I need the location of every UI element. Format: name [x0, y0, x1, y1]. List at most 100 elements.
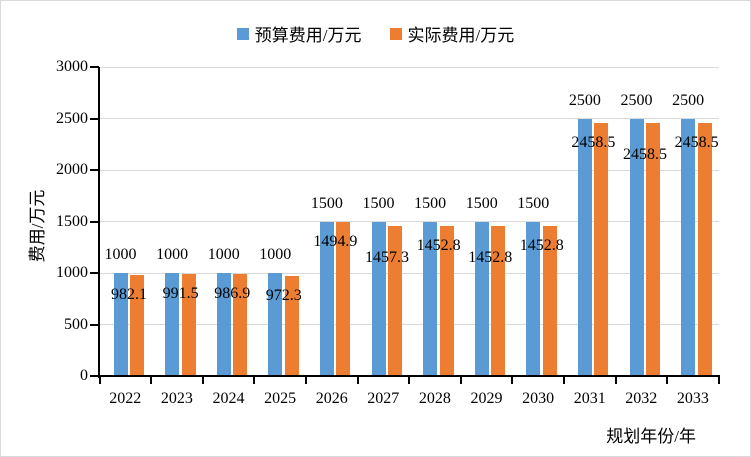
x-axis-tick	[408, 377, 411, 384]
data-label-budget: 1000	[207, 246, 240, 263]
data-label-budget: 1500	[465, 194, 498, 212]
bar-budget-2026	[319, 221, 334, 376]
data-label-actual: 1457.3	[365, 248, 409, 266]
legend-label-actual: 实际费用/万元	[407, 26, 515, 45]
bar-actual-2024	[233, 274, 248, 376]
y-axis-tick	[90, 375, 99, 377]
x-axis-tick	[459, 377, 462, 384]
bar-actual-2032	[646, 122, 660, 376]
bar-budget-2032	[629, 118, 644, 376]
x-tick-label: 2028	[418, 390, 451, 407]
data-label-budget: 1500	[414, 194, 447, 212]
y-tick-label: 0	[80, 367, 88, 384]
bar-budget-2025	[268, 273, 283, 376]
bar-actual-2026	[336, 222, 351, 376]
y-axis-tick	[90, 169, 99, 171]
gridline	[99, 169, 719, 171]
bar-actual-2031	[594, 122, 609, 376]
bar-actual-2029	[491, 226, 506, 376]
x-axis-tick	[562, 377, 565, 384]
gridline	[99, 66, 719, 68]
data-label-actual: 1494.9	[313, 233, 358, 251]
x-tick-label: 2032	[625, 390, 658, 407]
bar-budget-2023	[165, 273, 180, 376]
y-axis-tick	[90, 220, 99, 223]
bar-budget-2027	[371, 221, 386, 376]
bar-budget-2031	[577, 118, 592, 376]
data-label-budget: 2500	[620, 91, 653, 109]
x-axis-tick	[150, 377, 153, 384]
y-tick-label: 500	[64, 315, 88, 333]
legend-item-actual: 实际费用/万元	[389, 21, 515, 46]
x-axis-tick	[614, 377, 617, 384]
x-axis-tick	[666, 377, 669, 384]
bar-actual-2028	[439, 226, 454, 376]
data-label-budget: 1500	[310, 194, 343, 212]
bar-budget-2022	[113, 273, 128, 376]
x-tick-label: 2026	[315, 390, 348, 407]
data-label-actual: 982.1	[111, 285, 147, 303]
data-label-budget: 1500	[362, 194, 395, 212]
data-label-actual: 1452.8	[468, 249, 513, 267]
bar-actual-2033	[697, 122, 712, 376]
data-label-actual: 986.9	[214, 285, 251, 303]
x-axis-tick	[201, 377, 204, 384]
x-tick-label: 2030	[522, 390, 555, 407]
bar-budget-2029	[474, 221, 489, 376]
x-axis-tick	[304, 377, 307, 384]
gridline	[99, 118, 719, 119]
x-tick-label: 2033	[676, 390, 709, 407]
data-label-actual: 1452.8	[519, 237, 564, 255]
gridline	[99, 272, 719, 274]
data-label-budget: 1000	[104, 246, 137, 263]
data-label-actual: 2458.5	[623, 145, 667, 163]
bar-actual-2022	[130, 274, 144, 376]
bar-actual-2025	[284, 275, 299, 376]
data-label-budget: 2500	[568, 91, 601, 109]
x-tick-label: 2022	[109, 390, 142, 407]
bar-actual-2030	[542, 226, 557, 376]
data-label-actual: 972.3	[265, 286, 302, 304]
bar-actual-2027	[388, 225, 402, 376]
x-axis-title: 规划年份/年	[606, 427, 696, 446]
x-axis-tick	[98, 377, 101, 384]
bar-budget-2024	[216, 273, 231, 376]
x-tick-label: 2023	[160, 390, 193, 407]
y-tick-label: 2500	[56, 109, 88, 127]
y-axis-tick	[90, 323, 99, 326]
gridline	[99, 221, 719, 222]
x-axis-tick	[511, 377, 514, 384]
bar-budget-2028	[423, 221, 438, 376]
x-tick-label: 2029	[470, 390, 503, 407]
y-axis-tick	[90, 66, 99, 68]
y-axis-tick	[90, 117, 99, 120]
y-tick-label: 1000	[56, 264, 88, 281]
data-label-budget: 1000	[259, 246, 292, 263]
data-label-actual: 2458.5	[674, 133, 719, 151]
x-tick-label: 2024	[212, 390, 245, 407]
data-label-actual: 1452.8	[416, 237, 461, 255]
y-tick-label: 1500	[56, 212, 88, 230]
x-axis-tick	[253, 377, 256, 384]
x-axis-tick	[717, 377, 720, 384]
y-tick-label: 3000	[56, 58, 88, 75]
data-label-actual: 991.5	[162, 284, 199, 302]
data-label-actual: 2458.5	[571, 133, 616, 151]
x-tick-label: 2025	[264, 390, 297, 407]
data-label-budget: 2500	[672, 91, 705, 109]
bar-actual-2023	[181, 273, 196, 376]
x-axis-tick	[356, 377, 359, 384]
bar-budget-2030	[526, 221, 541, 376]
bar-budget-2033	[681, 118, 696, 376]
y-axis-tick	[90, 272, 99, 274]
x-tick-label: 2031	[573, 390, 606, 407]
y-axis-line	[97, 67, 100, 378]
legend-swatch-actual-icon	[389, 27, 402, 40]
x-axis-line	[97, 375, 720, 377]
chart-legend: 预算费用/万元 实际费用/万元	[1, 21, 750, 46]
data-label-budget: 1000	[156, 246, 189, 263]
legend-swatch-budget-icon	[236, 27, 249, 40]
x-tick-label: 2027	[367, 390, 400, 407]
legend-label-budget: 预算费用/万元	[254, 26, 362, 45]
